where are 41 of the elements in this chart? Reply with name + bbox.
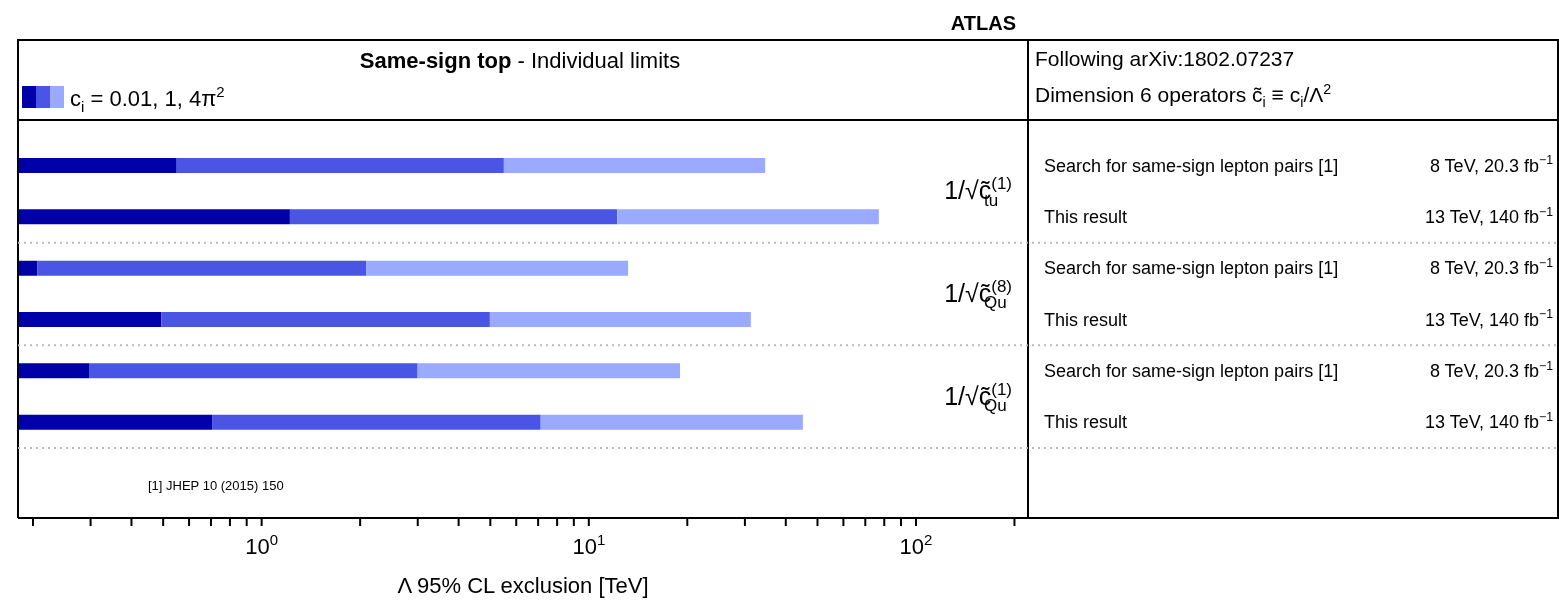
bar xyxy=(289,209,618,225)
bar xyxy=(489,312,751,327)
text: 13 TeV, 140 fb$^{−1}$ xyxy=(1424,204,1554,227)
x-tick-label: 10$^{2}$ xyxy=(899,531,933,559)
bar xyxy=(18,158,177,173)
x-tick-label: 10$^{1}$ xyxy=(572,531,606,559)
bar xyxy=(18,312,162,327)
bar xyxy=(503,158,766,173)
bar xyxy=(617,209,879,225)
text: Dimension 6 operators c̃$_{i}$ ≡ c$_{i}$/Λ$^{2}$ xyxy=(1035,80,1332,111)
text: 8 TeV, 20.3 fb$^{−1}$ xyxy=(1429,256,1554,279)
y-tick-label: Search for same-sign lepton pairs [1] xyxy=(1044,155,1339,176)
bar xyxy=(176,158,504,173)
y-tick-label: This result xyxy=(1044,412,1128,433)
chart-subtitle: - Individual limits xyxy=(517,48,681,73)
bar xyxy=(18,414,213,430)
bar xyxy=(18,260,38,276)
y-tick-label: Search for same-sign lepton pairs [1] xyxy=(1044,258,1339,279)
text: 13 TeV, 140 fb$^{−1}$ xyxy=(1424,410,1554,433)
legend-title: c$_{i}$ = 0.01, 1, 4π$^{2}$ xyxy=(70,83,225,115)
annotation: [1] JHEP 10 (2015) 150 xyxy=(148,478,284,493)
text: ATLAS xyxy=(950,12,1016,34)
text: 13 TeV, 140 fb$^{−1}$ xyxy=(1424,307,1554,330)
bar xyxy=(18,209,290,225)
y-tick-label: Search for same-sign lepton pairs [1] xyxy=(1044,361,1339,381)
text: Following arXiv:1802.07237 xyxy=(1035,47,1295,70)
bar xyxy=(161,312,490,327)
bar xyxy=(540,414,803,430)
y-tick-label: This result xyxy=(1044,309,1128,330)
text: 8 TeV, 20.3 fb$^{−1}$ xyxy=(1429,358,1554,381)
bar xyxy=(212,414,541,430)
chart-title: Same-sign top xyxy=(359,48,512,73)
text: 8 TeV, 20.3 fb$^{−1}$ xyxy=(1429,153,1554,176)
bar xyxy=(366,260,629,276)
y-tick-label: This result xyxy=(1044,207,1128,227)
x-axis-title: Λ 95% CL exclusion [TeV] xyxy=(397,573,649,598)
bar xyxy=(37,260,367,276)
bar xyxy=(18,363,90,379)
x-tick-label: 10$^{0}$ xyxy=(245,531,279,559)
bar xyxy=(417,363,680,379)
bar xyxy=(89,363,418,379)
